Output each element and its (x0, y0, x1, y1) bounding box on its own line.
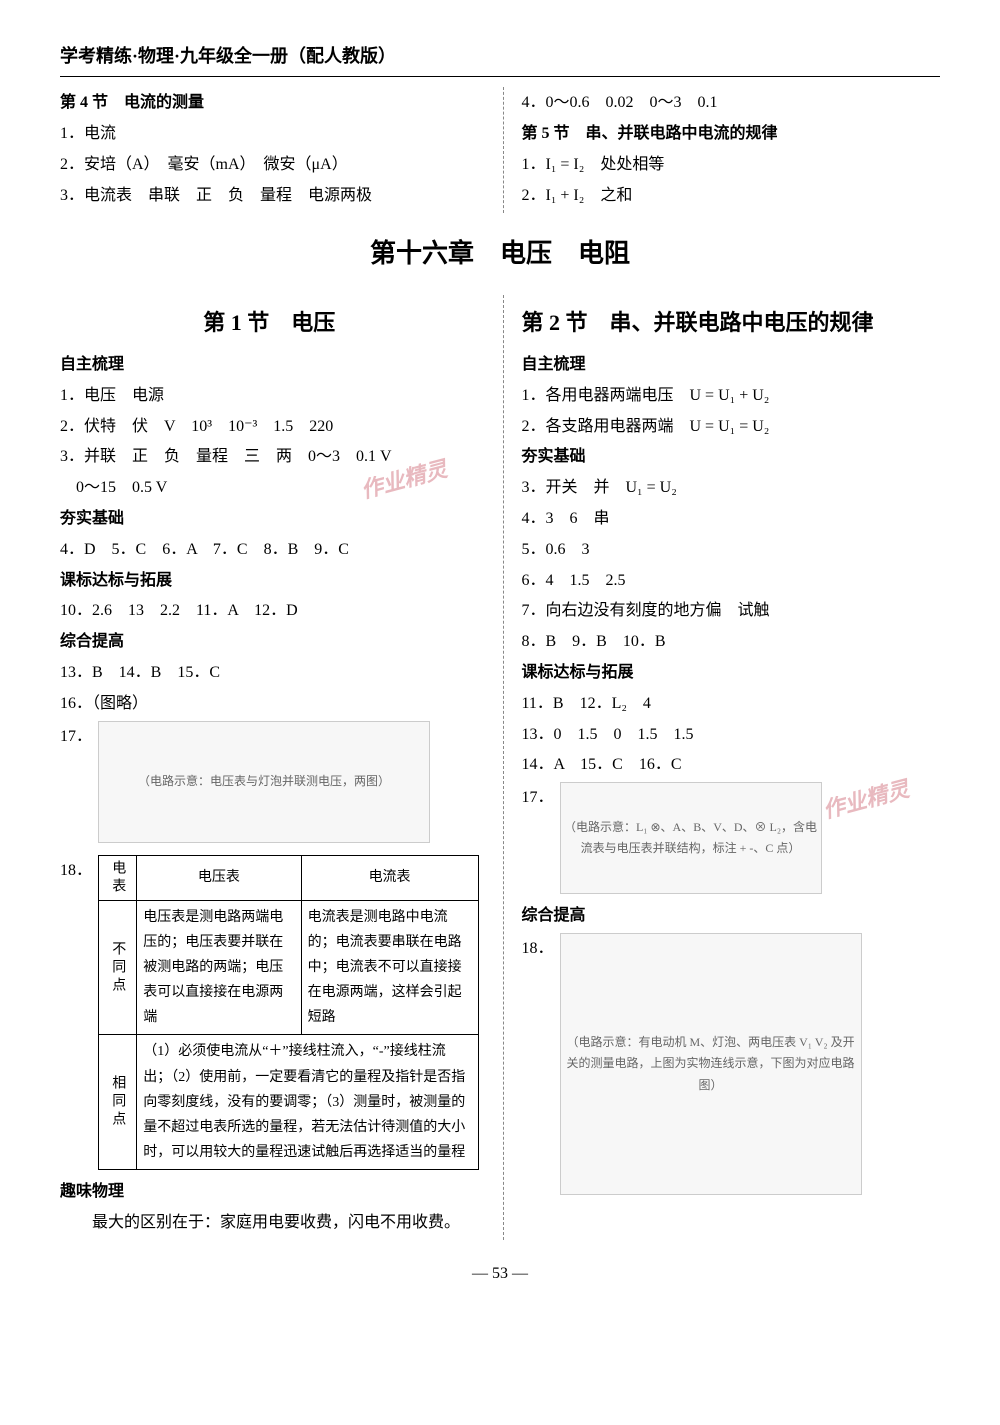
left-l18-num: 18． (60, 857, 92, 886)
table-r2c0: 相同点 (99, 1035, 137, 1170)
top-left-l2: 2．安培（A） 毫安（mA） 微安（μA） (60, 151, 479, 180)
right-hs: 夯实基础 (522, 443, 941, 472)
right-l2: 2．各支路用电器两端 U = U₁ = U₂ (522, 413, 941, 442)
top-right-l4: 4．0～0.6 0.02 0～3 0.1 (522, 89, 941, 118)
right-kb: 课标达标与拓展 (522, 659, 941, 688)
right-l18-num: 18． (522, 935, 554, 964)
table-r0c1: 电压表 (137, 855, 301, 900)
table-r2c1: （1）必须使电流从“＋”接线柱流入，“-”接线柱流出；（2）使用前，一定要看清它… (137, 1035, 478, 1170)
right-circuit-17: （电路示意：L₁ ⊗、A、B、V、D、⊗ L₂，含电流表与电压表并联结构，标注 … (560, 782, 822, 894)
left-circuit-17: （电路示意：电压表与灯泡并联测电压，两图） (98, 721, 430, 843)
right-l1: 1．各用电器两端电压 U = U₁ + U₂ (522, 382, 941, 411)
right-column: 第 2 节 串、并联电路中电压的规律 自主梳理 1．各用电器两端电压 U = U… (503, 295, 941, 1240)
right-zh: 综合提高 (522, 902, 941, 931)
right-l17-num: 17． (522, 784, 554, 813)
right-l5: 5．0.6 3 (522, 536, 941, 565)
left-l10: 10．2.6 13 2.2 11．A 12．D (60, 597, 479, 626)
header-rule (60, 76, 940, 77)
right-circuit-18: （电路示意：有电动机 M、灯泡、两电压表 V₁ V₂ 及开关的测量电路，上图为实… (560, 933, 862, 1195)
left-l1: 1．电压 电源 (60, 382, 479, 411)
left-column: 第 1 节 电压 自主梳理 1．电压 电源 2．伏特 伏 V 10³ 10⁻³ … (60, 295, 479, 1240)
right-l8: 8．B 9．B 10．B (522, 628, 941, 657)
page-number: — 53 — (60, 1260, 940, 1289)
right-l7: 7．向右边没有刻度的地方偏 试触 (522, 597, 941, 626)
table-r0c0: 电表 (99, 855, 137, 900)
table-r1c2: 电流表是测电路中电流的；电流表要串联在电路中；电流表不可以直接接在电源两端，这样… (301, 900, 478, 1035)
left-l16: 16．（图略） (60, 690, 479, 719)
table-row: 不同点 电压表是测电路两端电压的；电压表要并联在被测电路的两端；电压表可以直接接… (99, 900, 478, 1035)
table-r1c0: 不同点 (99, 900, 137, 1035)
top-right-l2: 2．I₁ + I₂ 之和 (522, 182, 941, 211)
right-zz: 自主梳理 (522, 351, 941, 380)
right-l13: 13．0 1.5 0 1.5 1.5 (522, 721, 941, 750)
left-l4: 4．D 5．C 6．A 7．C 8．B 9．C (60, 536, 479, 565)
left-qw-text: 最大的区别在于：家庭用电要收费，闪电不用收费。 (60, 1209, 479, 1238)
table-row: 相同点 （1）必须使电流从“＋”接线柱流入，“-”接线柱流出；（2）使用前，一定… (99, 1035, 478, 1170)
left-qw: 趣味物理 (60, 1178, 479, 1207)
left-kb: 课标达标与拓展 (60, 567, 479, 596)
section-4-title: 第 4 节 电流的测量 (60, 89, 479, 118)
left-zz: 自主梳理 (60, 351, 479, 380)
right-l4: 4．3 6 串 (522, 505, 941, 534)
comparison-table: 电表 电压表 电流表 不同点 电压表是测电路两端电压的；电压表要并联在被测电路的… (98, 855, 478, 1171)
top-right-col: 4．0～0.6 0.02 0～3 0.1 第 5 节 串、并联电路中电流的规律 … (503, 87, 941, 212)
right-l11: 11．B 12．L₂ 4 (522, 690, 941, 719)
right-sub-title: 第 2 节 串、并联电路中电压的规律 (522, 303, 941, 343)
left-l13: 13．B 14．B 15．C (60, 659, 479, 688)
top-left-l3: 3．电流表 串联 正 负 量程 电源两极 (60, 182, 479, 211)
left-l2: 2．伏特 伏 V 10³ 10⁻³ 1.5 220 (60, 413, 479, 442)
page-header: 学考精练·物理·九年级全一册（配人教版） (60, 40, 940, 72)
top-left-col: 第 4 节 电流的测量 1．电流 2．安培（A） 毫安（mA） 微安（μA） 3… (60, 87, 479, 212)
left-zh: 综合提高 (60, 628, 479, 657)
section-5-title: 第 5 节 串、并联电路中电流的规律 (522, 120, 941, 149)
left-l17-num: 17． (60, 723, 92, 752)
left-hs: 夯实基础 (60, 505, 479, 534)
table-row: 电表 电压表 电流表 (99, 855, 478, 900)
top-left-l1: 1．电流 (60, 120, 479, 149)
right-l3: 3．开关 并 U₁ = U₂ (522, 474, 941, 503)
table-r1c1: 电压表是测电路两端电压的；电压表要并联在被测电路的两端；电压表可以直接接在电源两… (137, 900, 301, 1035)
left-sub-title: 第 1 节 电压 (60, 303, 479, 343)
chapter-title: 第十六章 电压 电阻 (60, 231, 940, 278)
table-r0c2: 电流表 (301, 855, 478, 900)
right-l6: 6．4 1.5 2.5 (522, 567, 941, 596)
top-right-l1: 1．I₁ = I₂ 处处相等 (522, 151, 941, 180)
